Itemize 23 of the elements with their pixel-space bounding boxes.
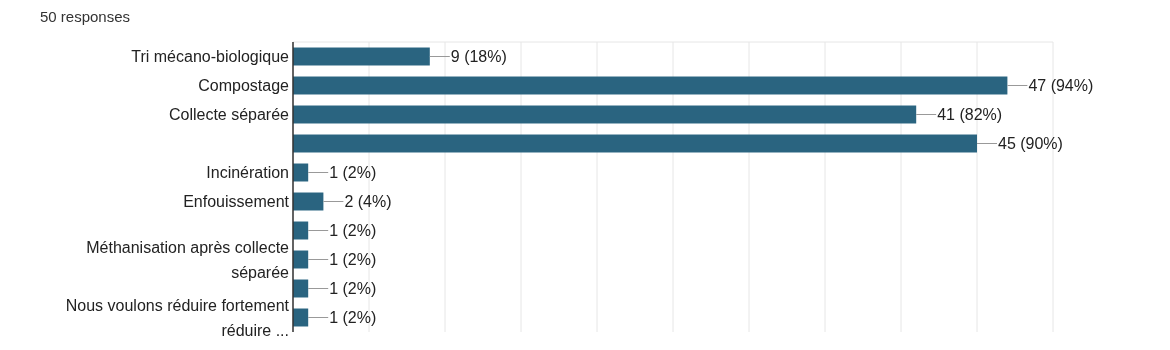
y-tick-label: Nous voulons réduire fortement réduire ... <box>65 296 290 339</box>
data-label: 1 (2%) <box>329 280 377 298</box>
bar <box>293 47 430 66</box>
y-tick-label: Méthanisation après collecte séparée <box>86 238 290 281</box>
y-tick-label: Tri mécano-biologique <box>131 48 290 66</box>
data-label: 1 (2%) <box>329 164 377 182</box>
data-label: 47 (94%) <box>1028 77 1094 95</box>
y-tick-label: Compostage <box>198 77 290 95</box>
bar <box>293 105 917 124</box>
y-tick-label: Incinération <box>206 164 289 182</box>
data-label: 1 (2%) <box>329 251 377 269</box>
y-tick-label: Collecte séparée <box>168 106 290 124</box>
data-label: 1 (2%) <box>329 222 377 240</box>
data-label: 2 (4%) <box>344 193 392 211</box>
bar <box>293 192 324 211</box>
text: 50 responses <box>40 8 131 25</box>
data-label: 9 (18%) <box>450 48 507 66</box>
data-label: 45 (90%) <box>998 135 1063 153</box>
bar <box>293 134 977 153</box>
y-tick-label: Enfouissement <box>183 193 290 211</box>
data-label: 1 (2%) <box>329 309 377 327</box>
data-label: 41 (82%) <box>937 106 1003 124</box>
bar <box>293 76 1008 95</box>
